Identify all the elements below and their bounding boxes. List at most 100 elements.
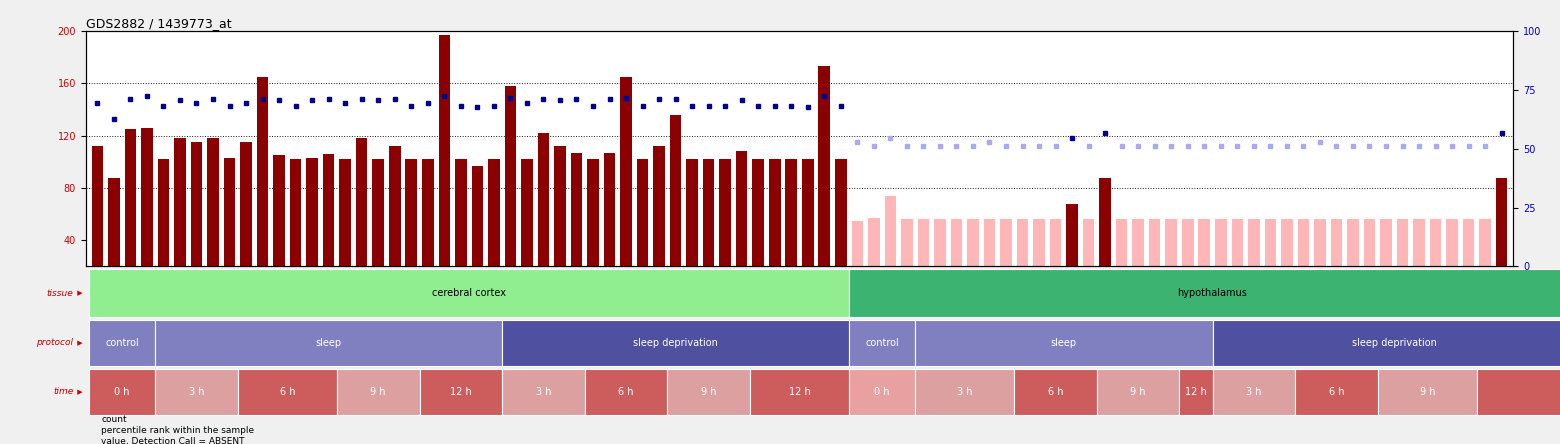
Bar xyxy=(388,146,401,266)
Text: ▶: ▶ xyxy=(75,340,83,346)
Text: tissue: tissue xyxy=(47,289,73,297)
Bar xyxy=(538,133,549,266)
Bar xyxy=(420,369,502,415)
Bar xyxy=(89,369,154,415)
Bar xyxy=(1115,219,1128,266)
Bar xyxy=(1348,219,1359,266)
Bar xyxy=(521,159,532,266)
Text: sleep deprivation: sleep deprivation xyxy=(633,338,718,348)
Bar xyxy=(719,159,732,266)
Bar xyxy=(1248,219,1259,266)
Bar xyxy=(190,142,203,266)
Bar xyxy=(934,219,945,266)
Bar xyxy=(917,219,930,266)
Bar xyxy=(1000,219,1012,266)
Bar xyxy=(669,115,682,266)
Bar xyxy=(571,153,582,266)
Bar xyxy=(438,35,451,266)
Bar xyxy=(356,138,368,266)
Bar xyxy=(984,219,995,266)
Bar xyxy=(1148,219,1161,266)
Bar xyxy=(240,142,251,266)
Bar xyxy=(1463,219,1474,266)
Text: control: control xyxy=(105,338,139,348)
Bar xyxy=(125,129,136,266)
Bar xyxy=(108,178,120,266)
Text: 9 h: 9 h xyxy=(1131,387,1147,397)
Bar xyxy=(471,166,484,266)
Text: hypothalamus: hypothalamus xyxy=(1178,288,1248,298)
Bar xyxy=(456,159,466,266)
Bar xyxy=(752,159,764,266)
Bar xyxy=(668,369,750,415)
Text: 6 h: 6 h xyxy=(618,387,633,397)
Bar xyxy=(1083,219,1095,266)
Bar xyxy=(1100,178,1111,266)
Text: 12 h: 12 h xyxy=(1516,387,1537,397)
Bar xyxy=(852,221,863,266)
Bar xyxy=(1050,219,1061,266)
Bar xyxy=(257,77,268,266)
Bar xyxy=(1446,219,1459,266)
Bar xyxy=(273,155,285,266)
Text: sleep deprivation: sleep deprivation xyxy=(1353,338,1437,348)
Bar xyxy=(92,146,103,266)
Bar xyxy=(1295,369,1377,415)
Bar xyxy=(587,159,599,266)
Text: 12 h: 12 h xyxy=(1186,387,1207,397)
Text: count: count xyxy=(101,415,126,424)
Text: 9 h: 9 h xyxy=(370,387,385,397)
Bar xyxy=(1363,219,1376,266)
Text: 6 h: 6 h xyxy=(1048,387,1064,397)
Bar xyxy=(323,154,334,266)
Bar xyxy=(140,128,153,266)
Bar xyxy=(1265,219,1276,266)
Text: percentile rank within the sample: percentile rank within the sample xyxy=(101,426,254,435)
Bar xyxy=(1182,219,1193,266)
Text: ▶: ▶ xyxy=(75,290,83,296)
Bar xyxy=(636,159,649,266)
Bar xyxy=(967,219,978,266)
Text: value, Detection Call = ABSENT: value, Detection Call = ABSENT xyxy=(101,437,245,444)
Bar xyxy=(849,320,916,366)
Text: GDS2882 / 1439773_at: GDS2882 / 1439773_at xyxy=(86,17,231,30)
Bar xyxy=(1067,204,1078,266)
Bar xyxy=(867,218,880,266)
Bar xyxy=(337,369,420,415)
Bar xyxy=(504,86,516,266)
Bar xyxy=(1231,219,1243,266)
Bar xyxy=(621,77,632,266)
Bar xyxy=(950,219,963,266)
Bar xyxy=(686,159,697,266)
Text: 3 h: 3 h xyxy=(535,387,551,397)
Text: time: time xyxy=(53,387,73,396)
Bar xyxy=(1381,219,1392,266)
Text: 9 h: 9 h xyxy=(1420,387,1435,397)
Bar xyxy=(207,138,218,266)
Bar xyxy=(554,146,566,266)
Bar xyxy=(704,159,714,266)
Bar xyxy=(1377,369,1477,415)
Bar xyxy=(1331,219,1342,266)
Bar xyxy=(158,159,168,266)
Bar xyxy=(1198,219,1211,266)
Bar xyxy=(340,159,351,266)
Bar xyxy=(1212,320,1560,366)
Bar xyxy=(902,219,913,266)
Text: ▶: ▶ xyxy=(75,389,83,395)
Text: 0 h: 0 h xyxy=(874,387,889,397)
Bar xyxy=(1212,369,1295,415)
Bar xyxy=(1479,219,1491,266)
Bar xyxy=(154,369,237,415)
Bar xyxy=(769,159,780,266)
Text: 3 h: 3 h xyxy=(956,387,972,397)
Text: control: control xyxy=(866,338,899,348)
Bar xyxy=(849,269,1560,317)
Bar xyxy=(175,138,186,266)
Bar xyxy=(502,369,585,415)
Bar xyxy=(406,159,417,266)
Bar xyxy=(488,159,499,266)
Bar xyxy=(802,159,814,266)
Text: cerebral cortex: cerebral cortex xyxy=(432,288,505,298)
Text: 12 h: 12 h xyxy=(789,387,810,397)
